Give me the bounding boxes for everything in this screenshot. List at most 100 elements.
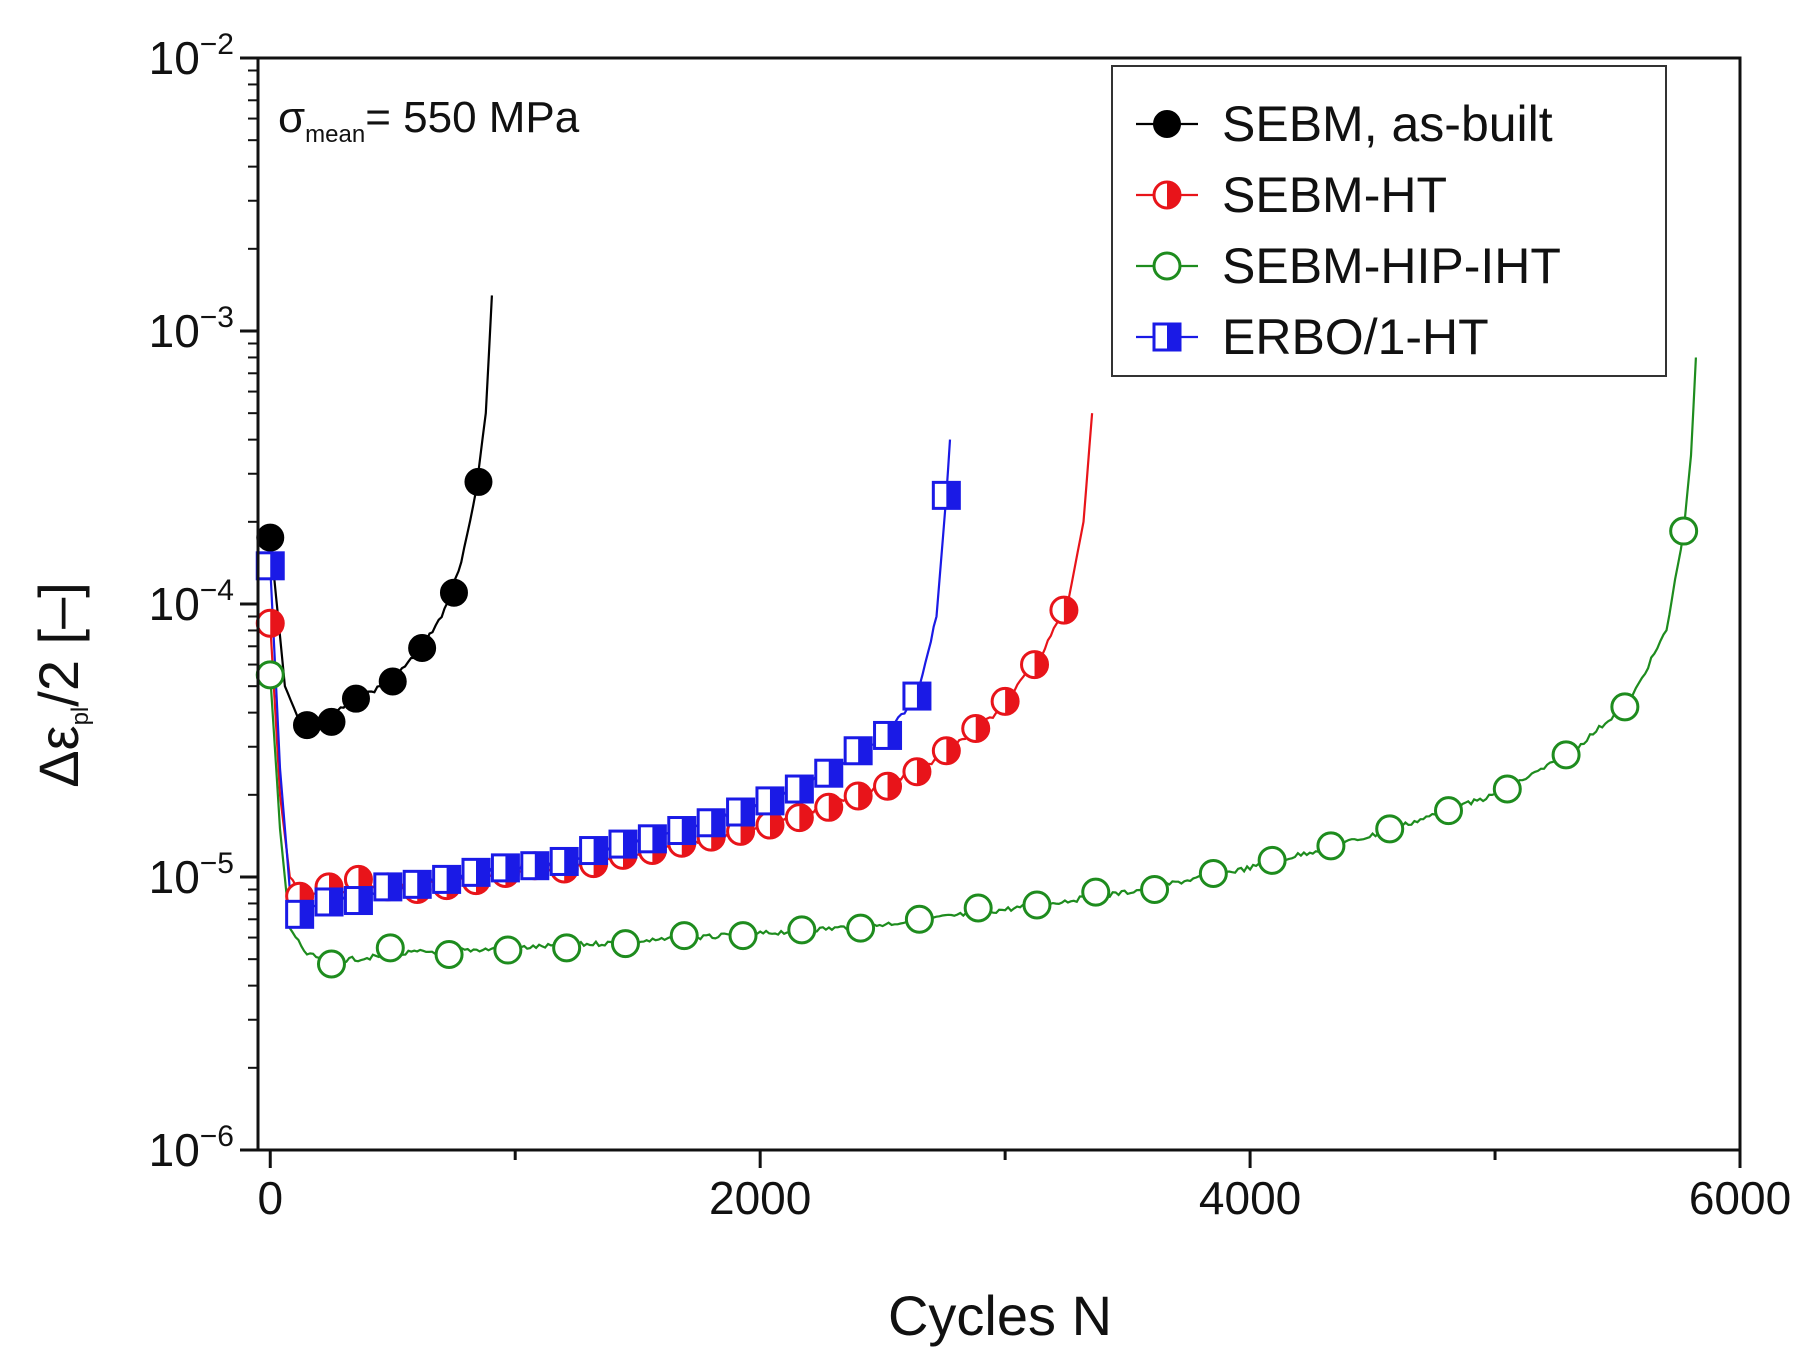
data-point <box>1433 796 1463 826</box>
y-tick-label: 10−5 <box>149 847 234 903</box>
stress-annotation: σmean= 550 MPa <box>278 93 580 148</box>
data-point <box>931 736 961 766</box>
data-point <box>904 904 934 934</box>
data-point <box>1492 774 1522 804</box>
y-axis-title-prefix: Δε <box>27 725 90 787</box>
data-point <box>373 872 403 902</box>
x-tick-label: 6000 <box>1689 1172 1791 1224</box>
data-point <box>755 810 785 840</box>
data-point <box>1198 858 1228 888</box>
data-point <box>1140 874 1170 904</box>
legend-marker <box>1153 110 1181 138</box>
data-point <box>1316 831 1346 861</box>
legend-item: SEBM-HIP-IHT <box>1136 238 1561 294</box>
legend-label: ERBO/1-HT <box>1222 309 1489 365</box>
data-point <box>375 933 405 963</box>
x-axis-title: Cycles N <box>888 1284 1112 1347</box>
x-tick-labels: 0 2000 4000 6000 <box>257 1172 1791 1224</box>
data-point <box>784 803 814 833</box>
y-tick-labels: 10−6 10−5 10−4 10−3 10−2 <box>149 28 234 1176</box>
data-point <box>317 707 346 736</box>
data-point <box>493 935 523 965</box>
series-markers <box>255 467 1699 979</box>
data-point <box>341 684 370 713</box>
x-tick-label: 4000 <box>1199 1172 1301 1224</box>
data-point <box>873 720 903 750</box>
data-point <box>256 523 285 552</box>
data-point <box>843 781 873 811</box>
data-point <box>520 851 550 881</box>
data-point <box>549 846 579 876</box>
axis-ticks <box>240 56 1742 1168</box>
legend-label: SEBM-HIP-IHT <box>1222 238 1561 294</box>
data-point <box>1551 740 1581 770</box>
data-point <box>814 758 844 788</box>
data-point <box>1257 845 1287 875</box>
data-point <box>755 786 785 816</box>
legend-marker <box>1152 322 1182 352</box>
data-point <box>434 940 464 970</box>
data-point <box>343 886 373 916</box>
legend-marker <box>1152 251 1182 281</box>
data-point <box>464 467 493 496</box>
y-tick-label: 10−3 <box>149 301 234 357</box>
y-tick-label: 10−6 <box>149 1120 234 1176</box>
y-axis-title-subscript: pl <box>67 707 94 726</box>
y-axis-title: Δεpl/2 [–] <box>27 582 94 788</box>
data-point <box>1022 890 1052 920</box>
legend-item: SEBM, as-built <box>1136 96 1553 152</box>
data-point <box>1610 692 1640 722</box>
legend-item: SEBM-HT <box>1136 167 1447 223</box>
legend: SEBM, as-built SEBM-HT SEBM-HIP-IHT ERBO/1-… <box>1111 65 1667 377</box>
data-point <box>461 857 491 887</box>
annotation-symbol: σ <box>278 93 305 142</box>
data-point <box>432 864 462 894</box>
data-point <box>343 864 373 894</box>
data-point <box>608 829 638 859</box>
legend-box <box>1111 65 1667 377</box>
data-point <box>1669 516 1699 546</box>
data-point <box>255 551 285 581</box>
data-point <box>1020 650 1050 680</box>
data-point <box>579 836 609 866</box>
data-point <box>787 915 817 945</box>
data-point <box>843 736 873 766</box>
annotation-subscript: mean <box>305 121 365 148</box>
data-point <box>439 578 468 607</box>
data-point <box>902 681 932 711</box>
data-point <box>490 853 520 883</box>
annotation-value: = 550 MPa <box>365 93 580 142</box>
x-tick-label: 2000 <box>709 1172 811 1224</box>
data-point <box>316 949 346 979</box>
data-point <box>990 686 1020 716</box>
legend-label: SEBM-HT <box>1222 167 1447 223</box>
data-point <box>667 816 697 846</box>
data-point <box>846 913 876 943</box>
data-point <box>784 774 814 804</box>
data-point <box>1375 814 1405 844</box>
data-point <box>963 893 993 923</box>
data-point <box>1049 595 1079 625</box>
data-point <box>726 797 756 827</box>
data-point <box>255 608 285 638</box>
y-tick-label: 10−2 <box>149 28 234 84</box>
y-axis-title-suffix: /2 [–] <box>27 582 90 707</box>
data-point <box>408 633 437 662</box>
data-point <box>552 933 582 963</box>
legend-marker <box>1152 180 1182 210</box>
legend-items: SEBM, as-built SEBM-HT SEBM-HIP-IHT ERBO/1-… <box>1136 96 1561 365</box>
data-point <box>814 792 844 822</box>
x-tick-label: 0 <box>257 1172 283 1224</box>
data-point <box>873 771 903 801</box>
data-point <box>378 667 407 696</box>
data-point <box>402 869 432 899</box>
data-point <box>902 757 932 787</box>
data-point <box>292 711 321 740</box>
data-point <box>255 660 285 690</box>
data-point <box>669 921 699 951</box>
y-tick-label: 10−4 <box>149 574 234 630</box>
data-point <box>1081 877 1111 907</box>
data-point <box>610 929 640 959</box>
data-point <box>931 480 961 510</box>
